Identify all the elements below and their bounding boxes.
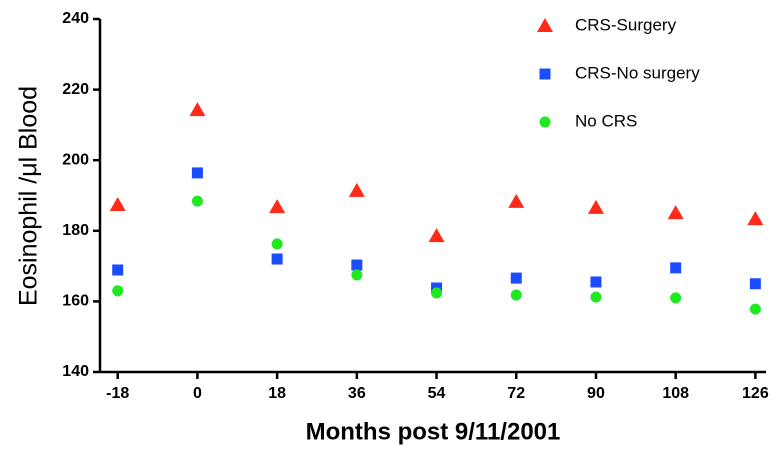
point	[271, 238, 283, 250]
y-axis-title: Eosinophil /μl Blood	[15, 86, 43, 306]
legend-label: No CRS	[575, 111, 637, 130]
legend-marker	[539, 116, 551, 128]
point	[112, 285, 124, 297]
point	[109, 197, 126, 212]
x-tick-label: 36	[348, 385, 366, 402]
point	[508, 193, 525, 208]
x-tick-label: 18	[268, 385, 286, 402]
y-tick-label: 220	[62, 81, 89, 98]
point	[348, 182, 365, 197]
y-tick-label: 160	[62, 293, 89, 310]
legend-marker	[539, 68, 551, 80]
x-tick-label: 0	[193, 385, 202, 402]
point	[351, 259, 363, 271]
point	[351, 269, 363, 281]
point	[431, 287, 443, 299]
point	[670, 292, 682, 304]
x-tick-label: 72	[507, 385, 525, 402]
x-tick-label: 90	[587, 385, 605, 402]
point	[269, 199, 286, 214]
y-tick-label: 140	[62, 363, 89, 380]
point	[189, 102, 206, 117]
legend-marker	[537, 18, 553, 32]
x-axis-title: Months post 9/11/2001	[306, 418, 561, 445]
point	[587, 199, 604, 214]
y-tick-label: 200	[62, 151, 89, 168]
x-tick-label: 108	[662, 385, 689, 402]
point	[271, 253, 283, 265]
x-tick-label: 54	[428, 385, 446, 402]
point	[112, 264, 124, 276]
legend-label: CRS-Surgery	[575, 15, 677, 34]
point	[667, 205, 684, 220]
point	[510, 272, 522, 284]
point	[670, 262, 682, 274]
point	[590, 291, 602, 303]
y-tick-label: 240	[62, 10, 89, 27]
point	[590, 276, 602, 288]
point	[510, 289, 522, 301]
point	[428, 228, 445, 243]
point	[191, 167, 203, 179]
point	[747, 211, 764, 226]
legend-label: CRS-No surgery	[575, 63, 700, 82]
point	[749, 303, 761, 315]
point	[191, 195, 203, 207]
point	[749, 278, 761, 290]
y-tick-label: 180	[62, 222, 89, 239]
x-tick-label: 126	[742, 385, 769, 402]
x-tick-label: -18	[106, 385, 129, 402]
